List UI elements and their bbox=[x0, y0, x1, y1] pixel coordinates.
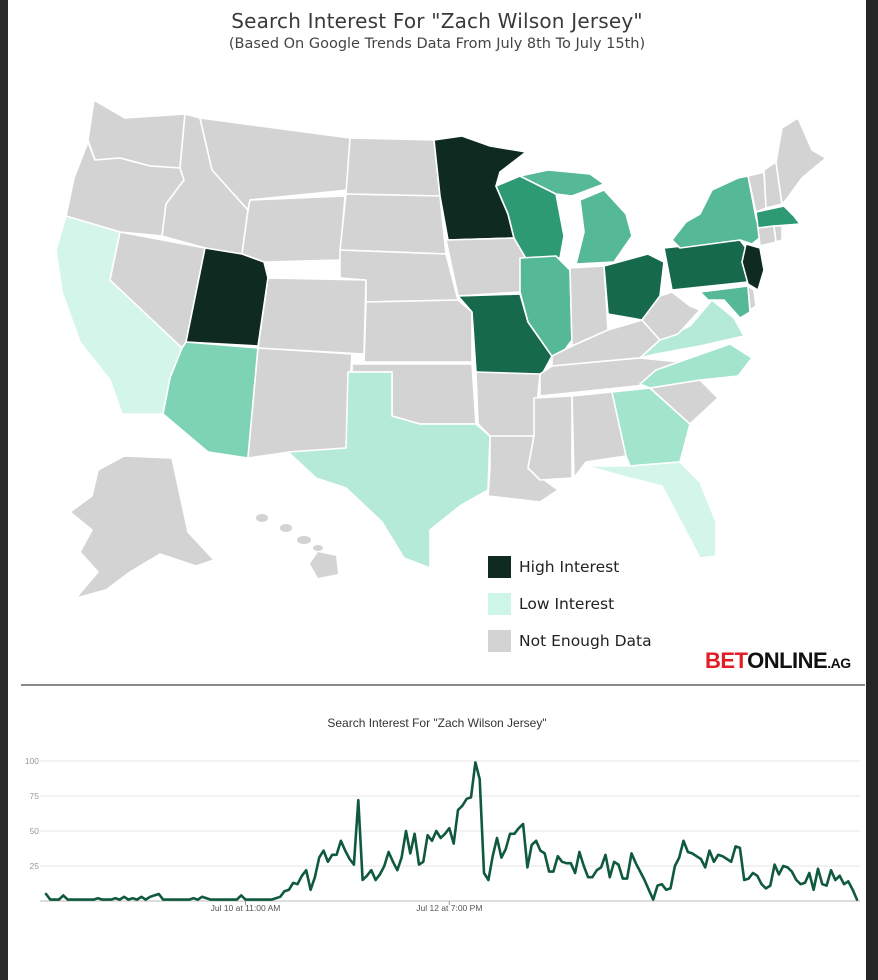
window-edge-right bbox=[866, 0, 878, 980]
state-maine bbox=[775, 117, 827, 205]
y-tick-label: 100 bbox=[25, 756, 39, 766]
state-texas bbox=[287, 371, 491, 569]
legend-swatch-high bbox=[488, 556, 511, 578]
brand-part-bet: BET bbox=[705, 648, 748, 673]
legend-label-none: Not Enough Data bbox=[519, 632, 652, 650]
window-edge-left bbox=[0, 0, 8, 980]
y-axis-ticks: 25 50 75 100 bbox=[25, 756, 39, 871]
y-tick-label: 50 bbox=[30, 826, 40, 836]
legend-label-high: High Interest bbox=[519, 558, 620, 576]
us-map bbox=[55, 99, 827, 599]
x-axis-ticks: Jul 10 at 11:00 AM Jul 12 at 7:00 PM bbox=[211, 901, 482, 913]
section-divider bbox=[21, 684, 865, 686]
map-title: Search Interest For "Zach Wilson Jersey" bbox=[231, 9, 643, 33]
chart-title: Search Interest For "Zach Wilson Jersey" bbox=[327, 716, 547, 730]
legend-swatch-low bbox=[488, 593, 511, 615]
brand-part-ag: .AG bbox=[827, 655, 851, 671]
state-michigan-upper bbox=[519, 169, 605, 197]
state-alaska bbox=[69, 455, 215, 599]
x-tick-label: Jul 10 at 11:00 AM bbox=[211, 903, 281, 913]
state-kansas bbox=[363, 299, 473, 363]
series-line-search-interest bbox=[44, 761, 859, 901]
legend-swatch-none bbox=[488, 630, 511, 652]
map-subtitle: (Based On Google Trends Data From July 8… bbox=[228, 36, 646, 52]
x-tick-label: Jul 12 at 7:00 PM bbox=[416, 903, 482, 913]
state-north-carolina bbox=[639, 343, 753, 389]
brand-part-online: ONLINE bbox=[747, 648, 828, 673]
state-rhode-island bbox=[773, 225, 783, 243]
state-florida bbox=[585, 461, 717, 559]
betonline-logo: BETONLINE.AG bbox=[705, 648, 851, 674]
legend-label-low: Low Interest bbox=[519, 595, 615, 613]
state-delaware bbox=[747, 285, 757, 311]
y-tick-label: 25 bbox=[30, 861, 40, 871]
state-hawaii bbox=[256, 514, 338, 578]
y-tick-label: 75 bbox=[30, 791, 40, 801]
state-west-virginia bbox=[641, 291, 701, 341]
state-new-jersey bbox=[741, 243, 765, 291]
state-alabama bbox=[571, 391, 627, 479]
state-michigan-lower bbox=[575, 189, 633, 265]
